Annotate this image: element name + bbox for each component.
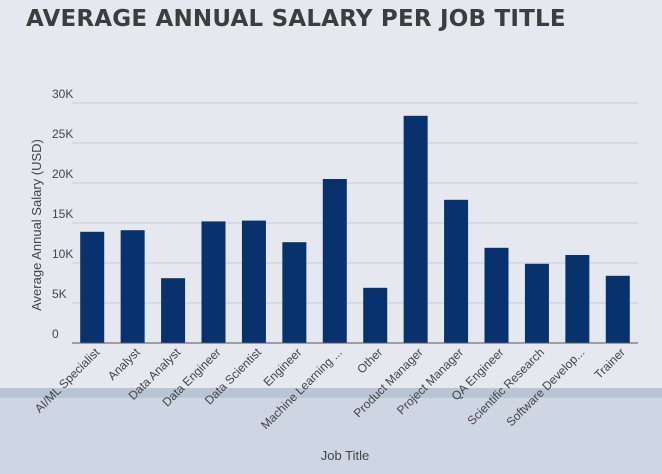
y-tick-label: 5K (52, 287, 67, 301)
x-tick-label: Machine Learning ... (258, 345, 345, 432)
chart-title: AVERAGE ANNUAL SALARY PER JOB TITLE (26, 6, 566, 32)
bar (524, 263, 549, 343)
x-tick-label: Other (354, 345, 385, 376)
bottom-band (0, 388, 662, 474)
y-tick-label: 10K (52, 247, 73, 261)
bar (80, 231, 105, 343)
bar (444, 199, 469, 343)
x-tick-label: Scientific Research (465, 345, 548, 428)
bars (80, 115, 630, 343)
x-tick-label: Product Manager (351, 345, 426, 420)
bar (161, 278, 186, 343)
bar (484, 247, 509, 343)
bar (282, 242, 307, 343)
x-tick-label: Analyst (105, 345, 143, 383)
y-axis-title: Average Annual Salary (USD) (29, 139, 44, 311)
bar (322, 179, 347, 343)
bar (565, 255, 590, 343)
bar (403, 115, 428, 343)
gridlines (72, 102, 638, 304)
bottom-band-edge (0, 388, 662, 398)
bar (241, 220, 266, 343)
y-tick-label: 0 (52, 327, 59, 341)
y-tick-label: 25K (52, 127, 73, 141)
y-tick-label: 20K (52, 167, 73, 181)
y-tick-labels: 0 5K 10K 15K 20K 25K 30K (52, 87, 73, 341)
x-tick-label: Software Develop... (504, 345, 588, 429)
x-axis-title: Job Title (321, 448, 369, 463)
bar (363, 287, 388, 343)
bar (120, 230, 145, 343)
bar (201, 221, 226, 343)
bar (605, 275, 630, 343)
y-tick-label: 15K (52, 207, 73, 221)
y-tick-label: 30K (52, 87, 73, 101)
x-tick-label: AI/ML Specialist (32, 345, 103, 416)
x-tick-label: Trainer (591, 345, 627, 381)
